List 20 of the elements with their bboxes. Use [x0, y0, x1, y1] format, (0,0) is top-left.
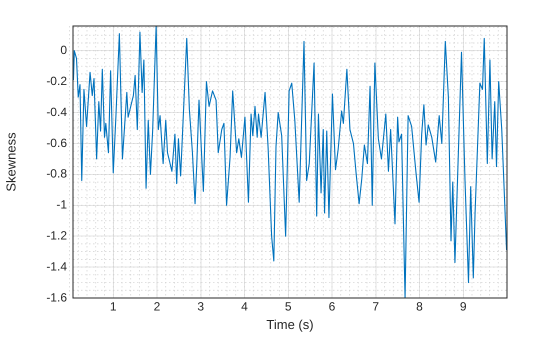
x-tick-label: 7	[372, 300, 380, 314]
y-tick-label: -1.6	[46, 290, 68, 304]
y-tick-label: -1.2	[46, 228, 68, 242]
y-tick-label: -0.2	[46, 74, 68, 88]
y-axis-title: Skewness	[3, 132, 18, 192]
x-tick-label: 3	[197, 300, 204, 314]
y-tick-label: -0.4	[46, 104, 68, 119]
y-tick-label: -0.8	[46, 166, 68, 181]
x-tick-label: 6	[328, 300, 336, 314]
x-axis-title: Time (s)	[266, 316, 314, 332]
x-tick-label: 4	[241, 300, 248, 314]
x-tick-label: 8	[416, 300, 424, 314]
y-tick-label: -1	[56, 198, 68, 212]
x-tick-label: 9	[460, 300, 467, 314]
x-tick-label: 5	[284, 300, 292, 314]
x-tick-label: 1	[110, 300, 117, 314]
x-tick-label: 2	[154, 300, 161, 314]
y-tick-label: 0	[60, 43, 68, 58]
y-tick-label: -0.6	[46, 136, 68, 150]
y-tick-label: -1.4	[46, 259, 68, 274]
